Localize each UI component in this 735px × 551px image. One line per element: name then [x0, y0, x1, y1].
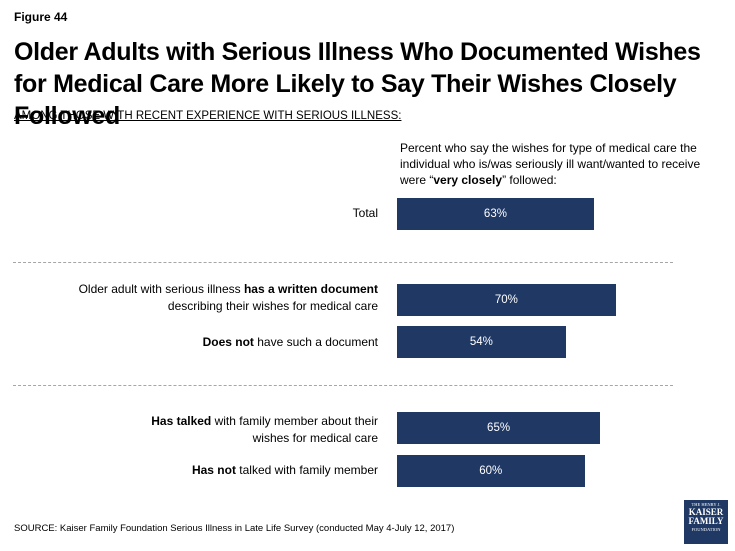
chart-title: Older Adults with Serious Illness Who Do… — [14, 38, 701, 130]
question-emphasis: very closely — [433, 173, 503, 187]
source-note: SOURCE: Kaiser Family Foundation Serious… — [14, 523, 455, 534]
label-total-text: Total — [352, 206, 378, 220]
label-nottalked-rest: talked with family member — [235, 463, 378, 477]
label-nodoc-rest: have such a document — [253, 335, 378, 349]
row-label-talked: Has talked with family member about thei… — [151, 413, 378, 447]
group-divider — [13, 385, 673, 386]
question-after: ” followed: — [502, 173, 557, 187]
row-label-total: Total — [353, 205, 378, 222]
logo-line-2: KAISER — [688, 507, 724, 517]
label-talked-bold: Has talked — [151, 414, 212, 428]
label-written-bold: has a written document — [243, 282, 378, 296]
bar-total — [397, 198, 594, 230]
row-label-written-document: Older adult with serious illness has a w… — [79, 281, 378, 315]
label-written-pre: Older adult with serious illness — [78, 282, 244, 296]
label-talked-rest: with family member about their — [211, 414, 378, 428]
row-label-not-talked: Has not talked with family member — [192, 462, 378, 479]
row-label-no-document: Does not have such a document — [203, 334, 378, 351]
bar-no-document — [397, 326, 566, 358]
label-nodoc-bold: Does not — [202, 335, 254, 349]
logo-line-3: FAMILY — [688, 516, 724, 526]
figure-label: Figure 44 — [14, 10, 68, 24]
logo-line-4: FOUNDATION — [691, 527, 721, 532]
label-nottalked-bold: Has not — [191, 463, 236, 477]
label-written-line2: describing their wishes for medical care — [167, 299, 378, 313]
bar-written-document — [397, 284, 616, 316]
bar-value-label-no-document: 54% — [469, 336, 493, 348]
bar-talked — [397, 412, 601, 444]
kff-logo: THE HENRY J. KAISER FAMILY FOUNDATION — [684, 500, 728, 544]
logo-line-1: THE HENRY J. — [691, 502, 721, 507]
bar-not-talked — [397, 455, 585, 487]
question-before: Percent who say the wishes for type of m… — [400, 141, 701, 187]
bar-value-label-talked: 65% — [487, 422, 511, 434]
label-talked-line2: wishes for medical care — [252, 431, 378, 445]
bar-value-label-not-talked: 60% — [479, 465, 503, 477]
chart-subtitle: AMONG THOSE WITH RECENT EXPERIENCE WITH … — [14, 110, 402, 122]
group-divider — [13, 262, 673, 263]
question-text: Percent who say the wishes for type of m… — [400, 140, 720, 188]
bar-value-label-total: 63% — [483, 208, 507, 220]
bar-value-label-written-document: 70% — [494, 294, 518, 306]
